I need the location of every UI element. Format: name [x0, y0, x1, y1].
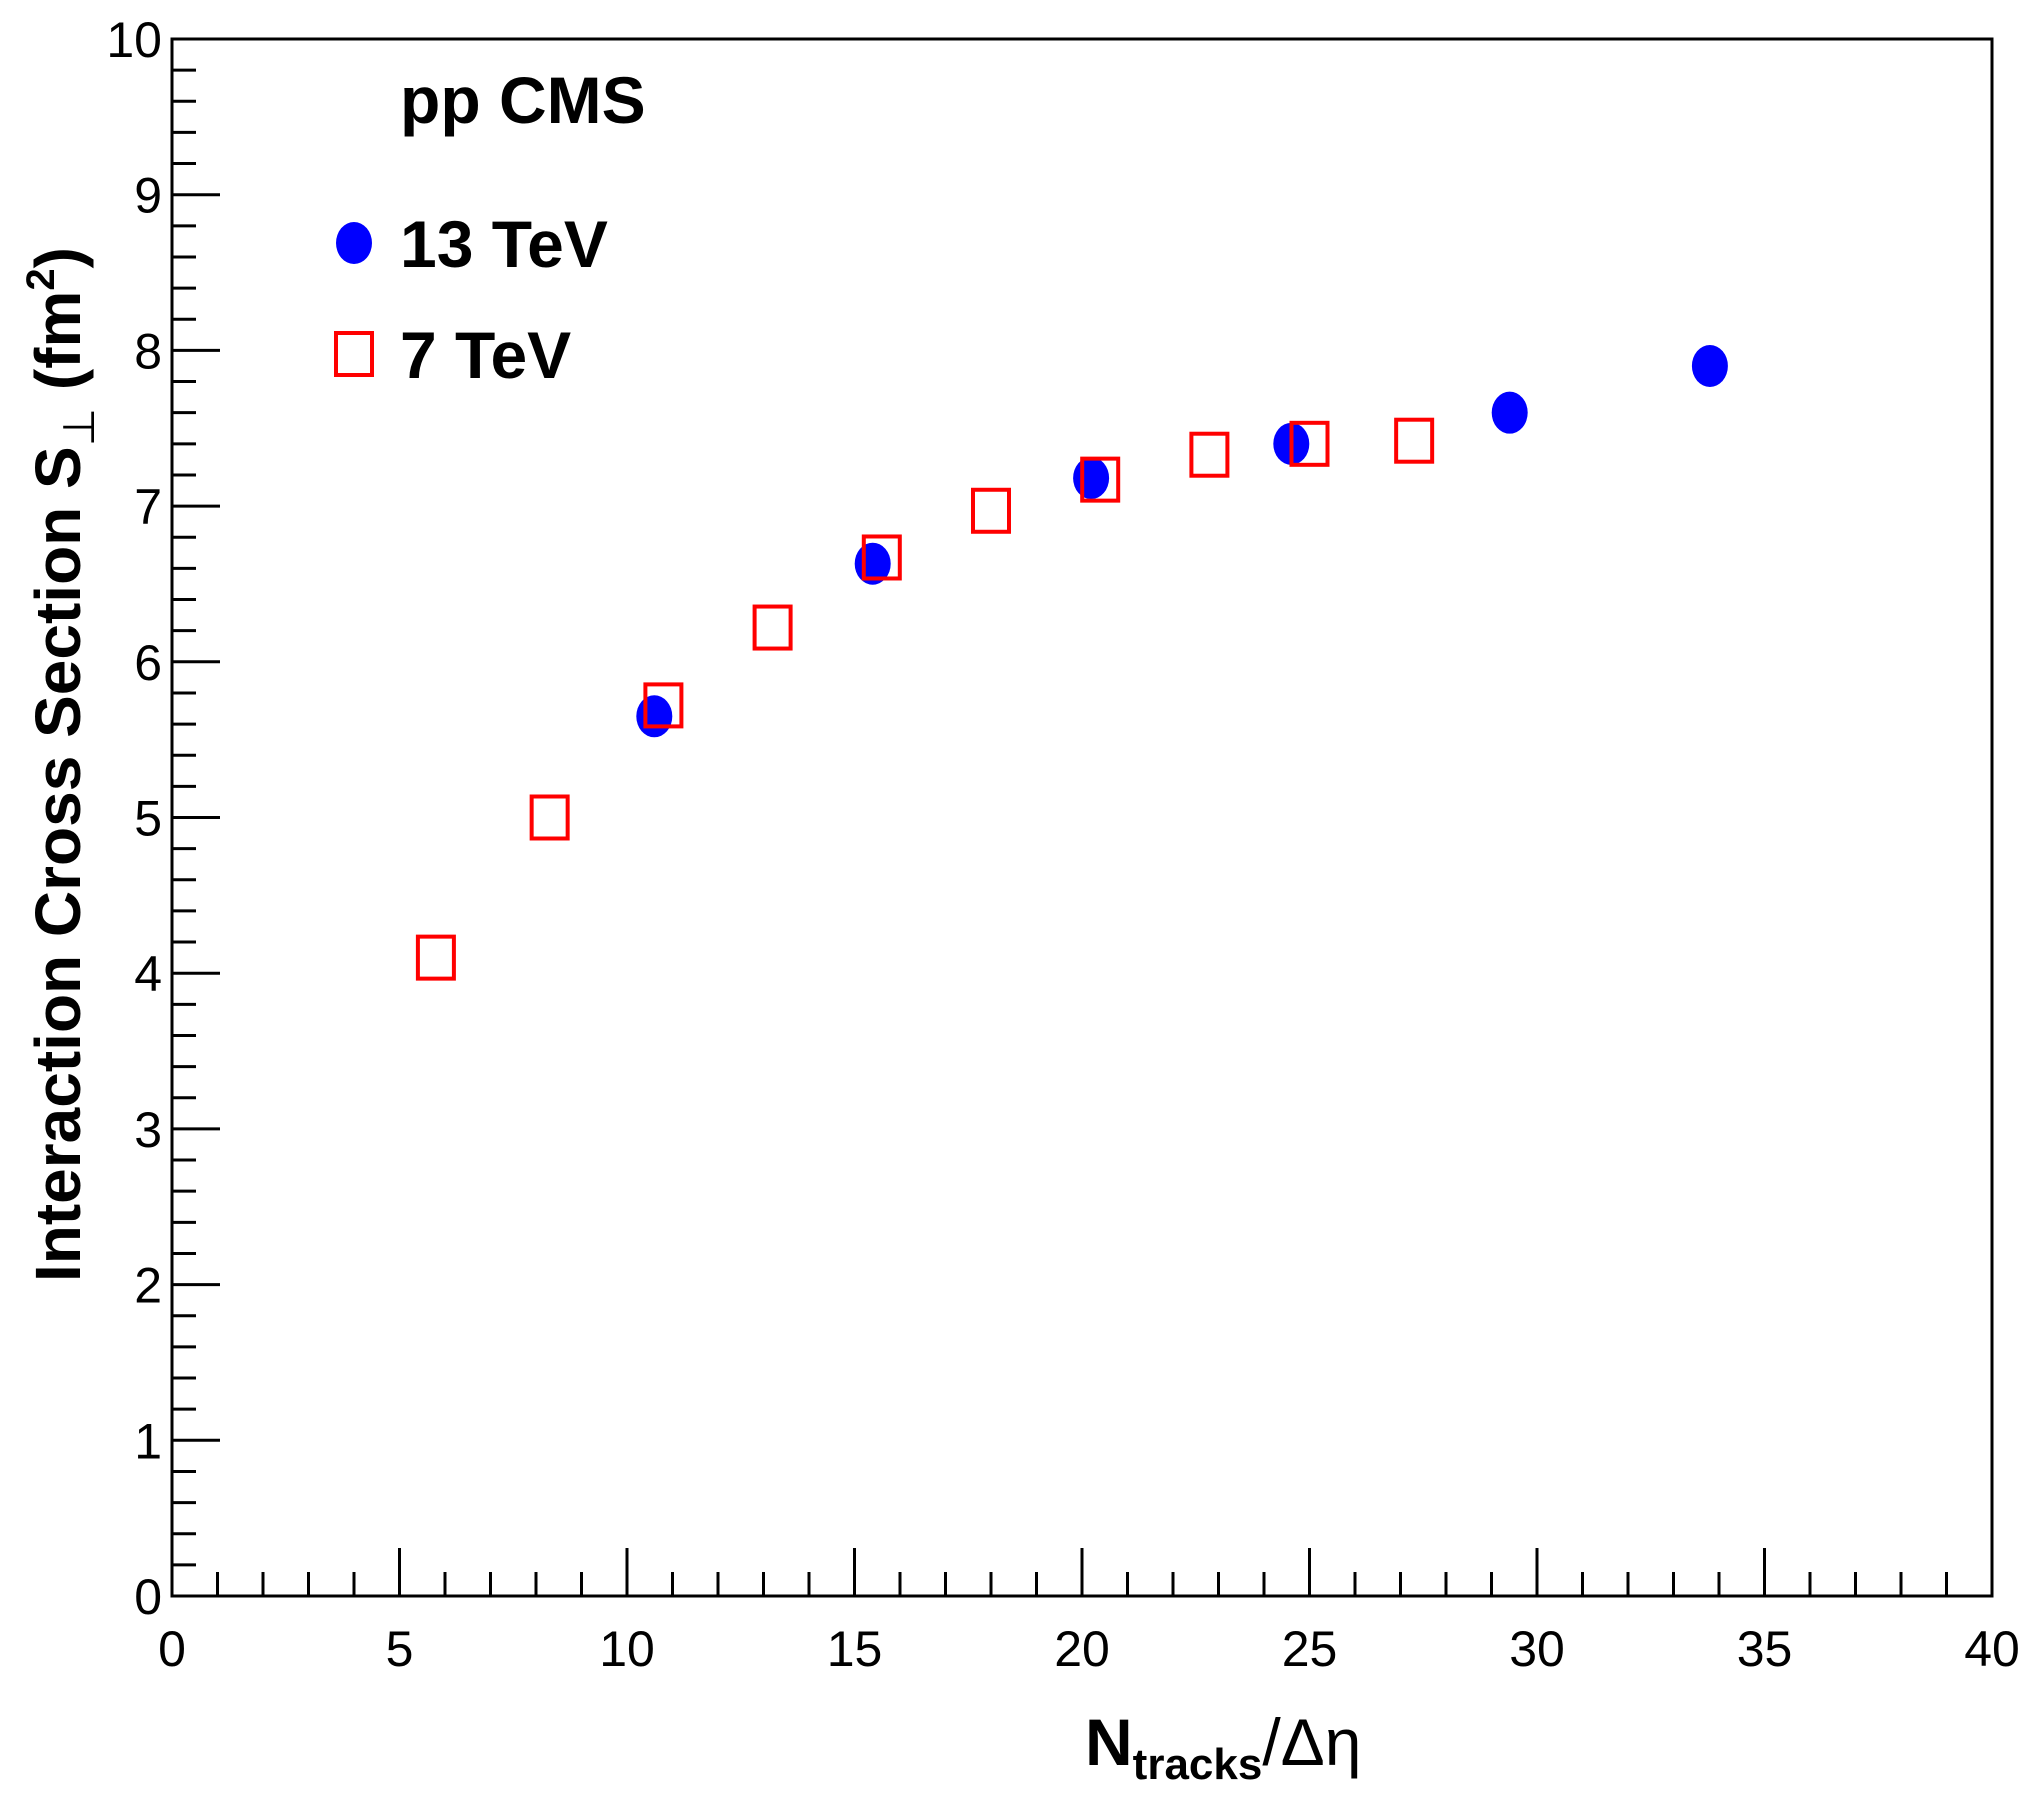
- data-point-13tev: [1491, 391, 1528, 434]
- y-tick-label: 10: [106, 12, 162, 68]
- x-tick-label: 15: [827, 1621, 883, 1677]
- axis-titles: Ntracks/Δη Interaction Cross Section S⊥ (…: [19, 247, 1361, 1789]
- data-point-7tev: [1289, 420, 1330, 467]
- legend-label: 7 TeV: [400, 318, 571, 392]
- x-tick-label: 5: [386, 1621, 414, 1677]
- data-point-7tev: [529, 794, 570, 841]
- x-tick-label: 20: [1054, 1621, 1110, 1677]
- plot-annotation: pp CMS: [400, 63, 646, 137]
- y-tick-label: 1: [134, 1413, 162, 1469]
- data-point-7tev: [1080, 456, 1121, 503]
- axes: 0 5 10 15 20 25 30 35 40 0 1 2 3 4 5 6 7 8 9 10: [106, 12, 2019, 1677]
- x-tick-label: 40: [1964, 1621, 2020, 1677]
- legend-marker-13tev: [336, 222, 372, 264]
- x-tick-label: 0: [158, 1621, 186, 1677]
- x-tick-label: 10: [599, 1621, 655, 1677]
- legend-marker-7tev: [334, 331, 374, 377]
- y-tick-label: 7: [134, 479, 162, 535]
- data-point-13tev: [1691, 344, 1728, 387]
- legend-label: 13 TeV: [400, 207, 608, 281]
- data-point-13tev: [636, 695, 673, 738]
- y-tick-label: 2: [134, 1258, 162, 1314]
- y-tick-label: 4: [134, 946, 162, 1002]
- data-point-7tev: [861, 534, 902, 581]
- data-point-7tev: [643, 682, 684, 729]
- data-point-7tev: [1189, 431, 1230, 478]
- legend: pp CMS 13 TeV 7 TeV: [334, 63, 646, 392]
- y-tick-label: 8: [134, 323, 162, 379]
- data-point-7tev: [752, 604, 793, 651]
- x-tick-label: 35: [1737, 1621, 1793, 1677]
- y-tick-label: 3: [134, 1102, 162, 1158]
- data-point-7tev: [1394, 417, 1435, 464]
- y-tick-label: 9: [134, 168, 162, 224]
- x-tick-label: 25: [1282, 1621, 1338, 1677]
- x-axis-title: Ntracks/Δη: [1085, 1705, 1361, 1789]
- data-point-13tev: [1073, 457, 1110, 500]
- data-marks: [415, 344, 1728, 981]
- y-axis-title: Interaction Cross Section S⊥ (fm2): [19, 247, 104, 1282]
- x-tick-label: 30: [1509, 1621, 1565, 1677]
- y-tick-label: 5: [134, 791, 162, 847]
- y-tick-label: 0: [134, 1569, 162, 1625]
- data-point-7tev: [415, 934, 456, 981]
- y-tick-label: 6: [134, 635, 162, 691]
- data-point-7tev: [971, 487, 1011, 534]
